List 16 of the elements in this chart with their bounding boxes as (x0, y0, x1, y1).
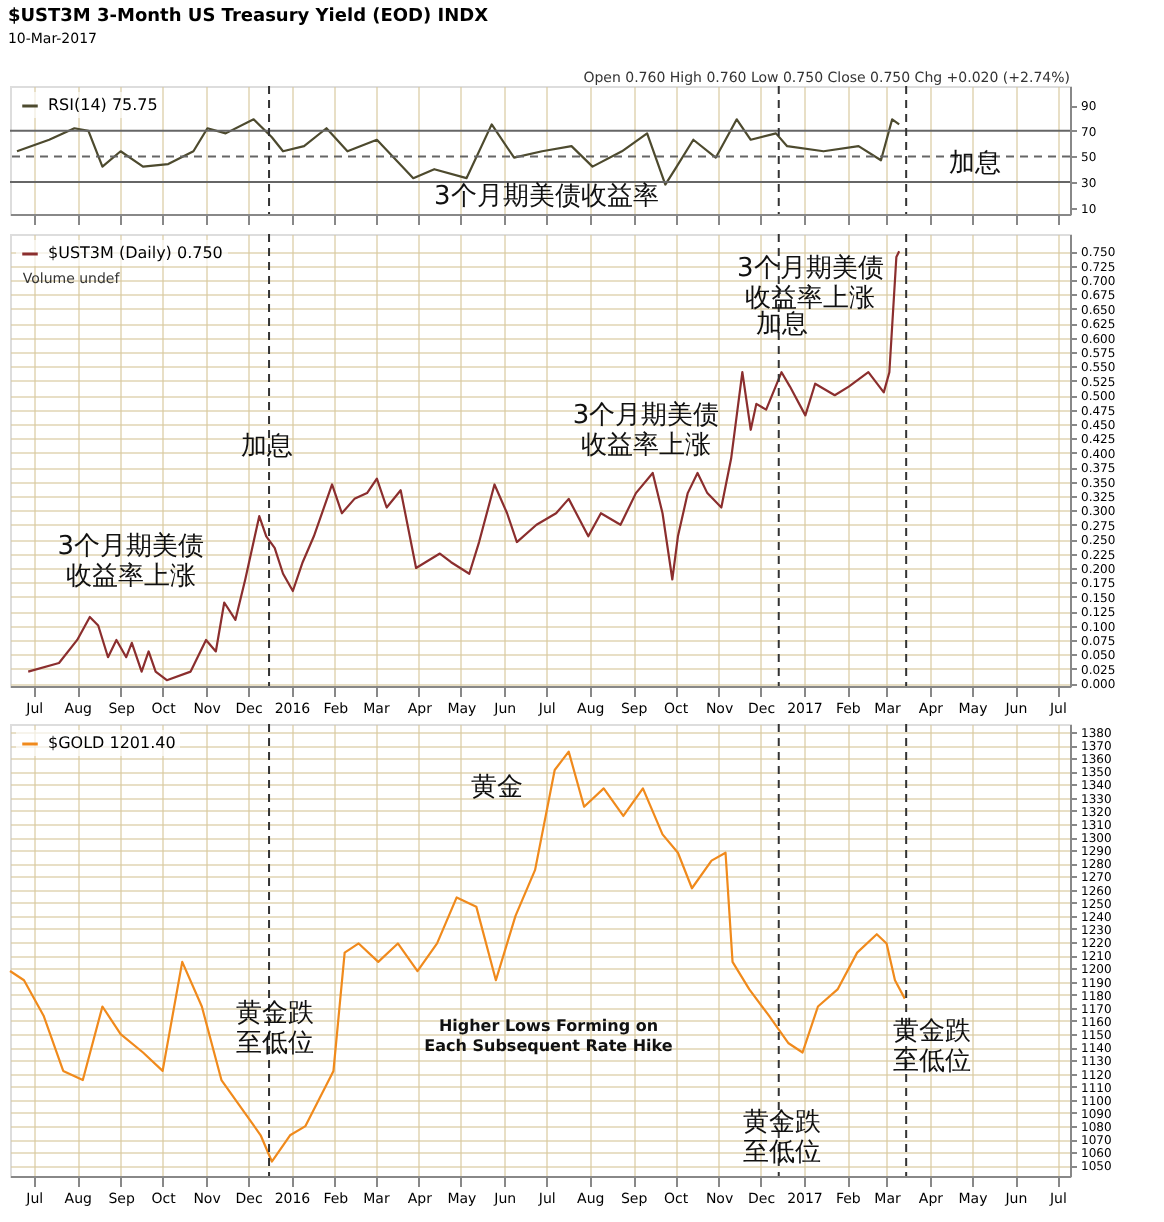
annotation: 黄金跌至低位 (893, 1017, 972, 1078)
annotation: 加息 (755, 310, 808, 341)
annotation: 3个月期美债收益率上涨 (737, 251, 884, 314)
annotation: 3个月期美债收益率 (434, 180, 659, 213)
legend-label: $UST3M (Daily) 0.750 (48, 244, 223, 262)
annotation: 黄金 (470, 773, 523, 804)
annotation: 加息 (240, 432, 293, 463)
annotation: 黄金跌至低位 (236, 999, 314, 1060)
annotation: 3个月期美债收益率上涨 (57, 529, 205, 592)
annotation: 黄金跌至低位 (742, 1107, 821, 1168)
legend-label: $GOLD 1201.40 (48, 734, 176, 752)
legend-label: RSI(14) 75.75 (48, 96, 158, 114)
annotation: 3个月期美债收益率上涨 (572, 398, 720, 461)
annotation: Higher Lows Forming on Each Subsequent Rate Hike (424, 1016, 674, 1055)
chart-title: $UST3M 3-Month US Treasury Yield (EOD) INDX (7, 7, 489, 28)
annotation: 加息 (948, 148, 1001, 179)
